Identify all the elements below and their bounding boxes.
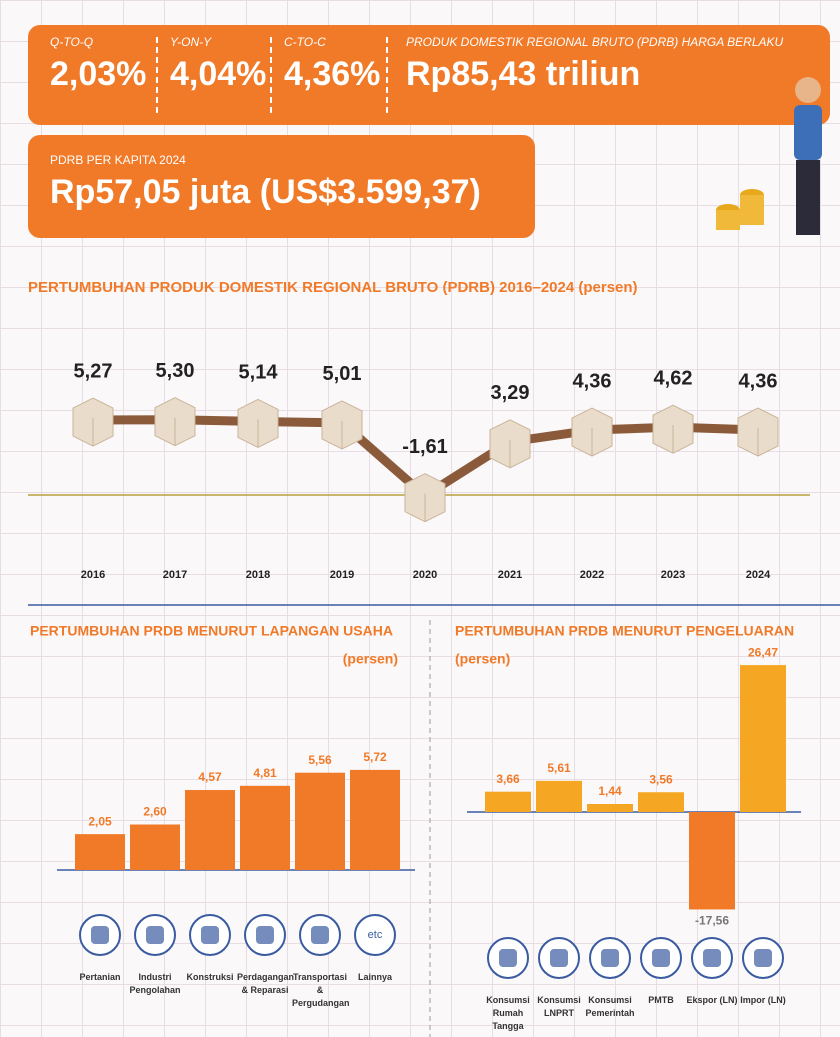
x-tick-label: Konstruksi [182,971,238,984]
icon-glyph [499,949,517,967]
value-label: -1,61 [402,436,448,458]
x-tick-label: Ekspor (LN) [684,994,740,1007]
box-marker [653,405,693,453]
icon-glyph [311,926,329,944]
x-tick-label: Pertanian [72,971,128,984]
box-marker [572,408,612,456]
chart-subtitle: (persen) [343,651,398,667]
value-label: 5,14 [239,362,279,384]
bar [689,812,735,909]
value-label: 5,01 [323,363,362,385]
chart-title: PERTUMBUHAN PRDB MENURUT PENGELUARAN [455,623,794,639]
box-marker [238,399,278,447]
coins [716,189,764,230]
icon-glyph [703,949,721,967]
x-tick-label: 2017 [163,569,187,581]
box-marker [73,398,113,446]
value-label: 2,60 [143,805,167,819]
box-marker [738,408,778,456]
value-label: 2,05 [88,814,112,828]
icon-glyph [146,926,164,944]
chart-title: PERTUMBUHAN PRDB MENURUT LAPANGAN USAHA [30,623,393,639]
x-tick-label: Konsumsi Rumah Tangga [480,994,536,1033]
bar [295,773,345,870]
x-tick-label: 2022 [580,569,604,581]
x-tick-label: Transportasi & Pergudangan [292,971,348,1010]
box-marker [155,398,195,446]
icon-label: etc [368,929,383,941]
icon-glyph [201,926,219,944]
chart-subtitle: (persen) [455,651,510,667]
box-marker [490,420,530,468]
box-marker [405,474,445,522]
x-tick-label: 2018 [246,569,270,581]
x-tick-label: 2024 [746,569,771,581]
value-label: 5,27 [74,360,113,382]
value-label: 5,30 [156,360,195,382]
value-label: 4,36 [573,370,612,392]
x-tick-label: Perdagangan & Reparasi [237,971,293,997]
value-label: 3,29 [491,382,530,404]
x-tick-label: PMTB [633,994,689,1007]
value-label: 5,72 [363,750,387,764]
value-label: 5,56 [308,753,332,767]
x-tick-label: 2020 [413,569,437,581]
chart-title: PERTUMBUHAN PRODUK DOMESTIK REGIONAL BRU… [28,279,638,296]
value-label: 4,62 [654,367,693,389]
value-label: 26,47 [748,645,778,659]
infographic: Q-TO-Q2,03% Y-ON-Y4,04% C-TO-C4,36% PROD… [0,0,840,1037]
x-tick-label: Impor (LN) [735,994,791,1007]
icon-glyph [754,949,772,967]
icon-glyph [256,926,274,944]
value-label: -17,56 [695,914,729,928]
bar [185,790,235,870]
value-label: 3,56 [649,772,673,786]
icon-glyph [652,949,670,967]
x-tick-label: Industri Pengolahan [127,971,183,997]
x-tick-label: Konsumsi Pemerintah [582,994,638,1020]
bar [350,770,400,870]
icon-glyph [550,949,568,967]
person [794,77,822,235]
value-label: 4,81 [253,766,277,780]
icon-glyph [91,926,109,944]
x-tick-label: 2016 [81,569,105,581]
x-tick-label: 2021 [498,569,522,581]
icon-glyph [601,949,619,967]
bar [587,804,633,812]
x-tick-label: 2019 [330,569,354,581]
bar [485,792,531,812]
charts: PERTUMBUHAN PRODUK DOMESTIK REGIONAL BRU… [0,0,840,1037]
value-label: 5,61 [547,761,571,775]
bar [638,792,684,812]
x-tick-label: Lainnya [347,971,403,984]
value-label: 4,57 [198,770,222,784]
box-marker [322,401,362,449]
value-label: 1,44 [598,784,622,798]
value-label: 3,66 [496,772,520,786]
bar [75,834,125,870]
x-tick-label: Konsumsi LNPRT [531,994,587,1020]
bar [536,781,582,812]
value-label: 4,36 [739,370,778,392]
bar [240,786,290,870]
bar [740,665,786,812]
bar [130,825,180,871]
x-tick-label: 2023 [661,569,685,581]
